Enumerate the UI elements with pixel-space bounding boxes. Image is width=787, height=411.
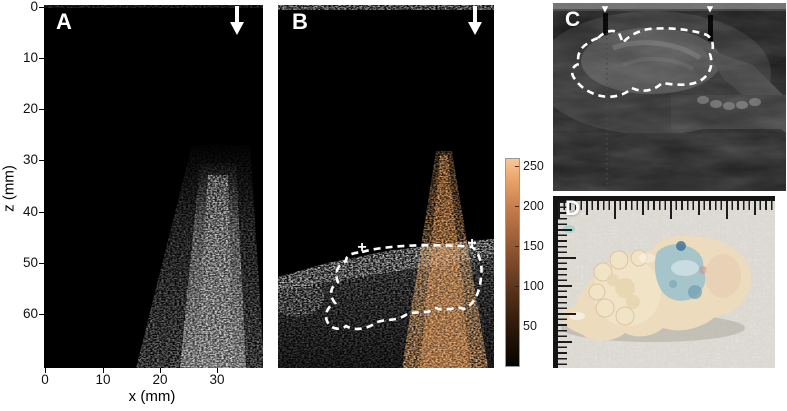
y-axis-tick xyxy=(39,263,44,264)
y-tick-label: 30 xyxy=(22,152,38,167)
x-tick-label: 0 xyxy=(41,372,49,387)
ruler-top-edge xyxy=(553,196,775,201)
panel-b-overlay: B + + xyxy=(278,5,494,368)
panel-c-label: C xyxy=(565,8,581,31)
colorbar-tick xyxy=(515,246,519,247)
panel-a-ultrasound: A xyxy=(44,5,263,368)
y-axis-label: z (mm) xyxy=(0,165,18,212)
panel-d-photo: D xyxy=(553,196,775,368)
plus-marker: + xyxy=(467,235,477,252)
brain-outline-dashed xyxy=(570,27,715,99)
brain-outline-dashed xyxy=(324,243,483,331)
ruler-ticks-large xyxy=(558,201,775,219)
panel-a-label: A xyxy=(56,9,72,34)
x-axis-tick xyxy=(45,368,46,373)
x-tick-label: 30 xyxy=(209,372,225,387)
ruler-left-edge xyxy=(553,196,558,368)
down-arrow-icon xyxy=(468,6,482,35)
x-tick-label: 20 xyxy=(152,372,168,387)
brain-photo xyxy=(553,196,775,368)
colorbar-tick xyxy=(515,206,519,207)
y-axis-tick xyxy=(39,109,44,110)
colorbar-tick-label: 150 xyxy=(523,239,544,253)
overlay-image xyxy=(278,5,494,368)
y-tick-label: 60 xyxy=(22,306,38,321)
x-axis-tick xyxy=(103,368,104,373)
colorbar-tick-label: 200 xyxy=(523,199,544,213)
colorbar-tick xyxy=(515,166,519,167)
panel-c-mri: C ▼ ▼ xyxy=(553,3,786,191)
colorbar-tick-label: 100 xyxy=(523,279,544,293)
colorbar-tick-label: 50 xyxy=(523,319,537,333)
y-tick-label: 50 xyxy=(22,255,38,270)
y-tick-label: 40 xyxy=(22,204,38,219)
x-axis-label: x (mm) xyxy=(128,388,176,405)
y-axis-tick xyxy=(39,212,44,213)
ultrasound-beam-image xyxy=(44,5,263,368)
y-axis-tick xyxy=(39,160,44,161)
down-arrow-icon xyxy=(230,6,244,35)
fiducial-mark xyxy=(603,13,608,35)
x-tick-label: 10 xyxy=(95,372,111,387)
panel-d-label: D xyxy=(565,197,581,220)
colorbar-tick xyxy=(515,286,519,287)
y-axis-tick xyxy=(39,314,44,315)
y-tick-label: 20 xyxy=(22,101,38,116)
arrowhead-marker-icon: ▼ xyxy=(704,3,716,16)
y-tick-label: 0 xyxy=(30,0,38,14)
colorbar-tick xyxy=(515,326,519,327)
y-axis-tick xyxy=(39,7,44,8)
y-axis-tick xyxy=(39,58,44,59)
arrowhead-marker-icon: ▼ xyxy=(599,3,611,16)
colorbar xyxy=(505,158,520,367)
x-axis-tick xyxy=(160,368,161,373)
y-tick-label: 10 xyxy=(22,50,38,65)
colorbar-tick-label: 250 xyxy=(523,159,544,173)
ruler-ticks-large xyxy=(558,201,576,368)
fiducial-mark xyxy=(708,15,713,41)
plus-marker: + xyxy=(357,239,367,256)
x-axis-tick xyxy=(217,368,218,373)
panel-b-label: B xyxy=(292,9,308,34)
mri-image xyxy=(553,3,786,191)
